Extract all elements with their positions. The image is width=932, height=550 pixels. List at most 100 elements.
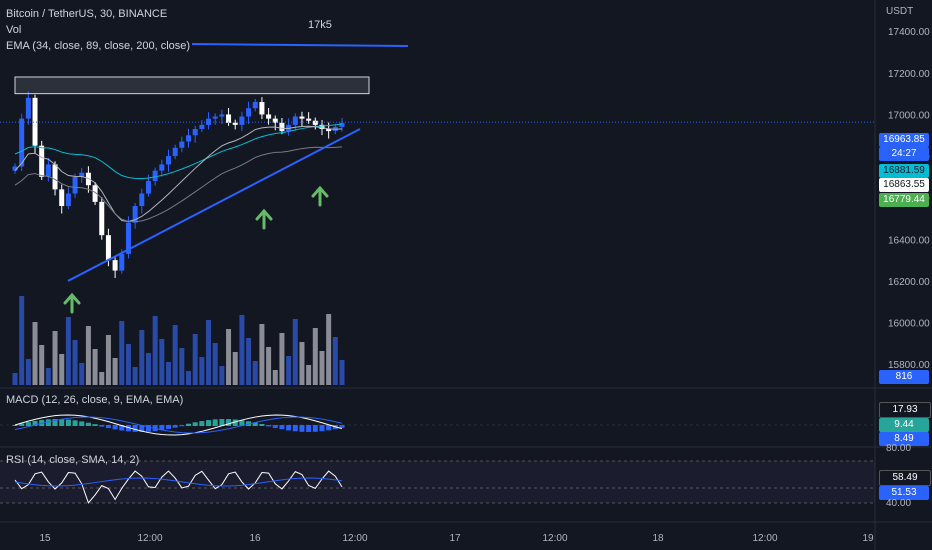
volume-bar bbox=[212, 343, 218, 385]
candle-body bbox=[186, 135, 192, 142]
macd-histogram-bar bbox=[266, 425, 272, 427]
candle-body bbox=[279, 122, 285, 132]
macd-histogram-bar bbox=[92, 424, 98, 426]
volume-bar bbox=[99, 372, 105, 385]
rsi-value-tag: 58.49 bbox=[879, 470, 931, 486]
macd-histogram-bar bbox=[232, 419, 238, 426]
macd-line bbox=[14, 414, 343, 436]
candle-body bbox=[179, 141, 185, 148]
time-tick-label: 12:00 bbox=[342, 533, 367, 544]
ema-legend: EMA (34, close, 89, close, 200, close) bbox=[6, 40, 191, 52]
volume-bar bbox=[12, 373, 18, 385]
time-tick-label: 12:00 bbox=[752, 533, 777, 544]
macd-histogram-bar bbox=[319, 425, 325, 432]
candle-body bbox=[59, 189, 65, 207]
macd-histogram-bar bbox=[286, 425, 292, 431]
candle-body bbox=[252, 101, 258, 109]
rsi-sma-tag: 51.53 bbox=[879, 486, 929, 500]
rsi-line bbox=[14, 470, 343, 504]
candle-body bbox=[145, 181, 151, 194]
volume-bar bbox=[52, 331, 58, 385]
candle-body bbox=[119, 253, 125, 271]
candle-body bbox=[32, 97, 38, 146]
candle-body bbox=[79, 172, 85, 177]
volume-bar bbox=[145, 353, 151, 385]
volume-bar bbox=[266, 347, 272, 385]
candle-body bbox=[226, 114, 232, 123]
volume-bar bbox=[279, 333, 285, 385]
volume-bar bbox=[159, 339, 165, 385]
volume-bar bbox=[119, 321, 125, 385]
macd-histogram-bar bbox=[179, 425, 185, 427]
volume-bar bbox=[165, 362, 171, 385]
candle-body bbox=[219, 114, 225, 117]
macd-histogram-bar bbox=[172, 425, 178, 428]
volume-bar bbox=[232, 352, 238, 385]
candle-body bbox=[199, 124, 205, 130]
candle-body bbox=[326, 129, 332, 132]
volume-bar bbox=[32, 322, 38, 385]
last-price-tag: 16963.85 bbox=[879, 133, 929, 147]
rsi-band bbox=[0, 461, 875, 503]
volume-bar bbox=[65, 317, 71, 385]
macd-histogram-bar bbox=[65, 419, 71, 426]
volume-bar bbox=[292, 319, 298, 385]
candle-body bbox=[165, 156, 171, 165]
volume-bar bbox=[152, 316, 158, 385]
macd-histogram-bar bbox=[112, 425, 118, 430]
candle-body bbox=[72, 176, 78, 194]
time-tick-label: 12:00 bbox=[137, 533, 162, 544]
volume-bar bbox=[19, 296, 25, 385]
arrow-up-icon bbox=[63, 292, 81, 314]
candle-body bbox=[25, 97, 31, 119]
candle-body bbox=[19, 118, 25, 167]
volume-bar bbox=[39, 345, 45, 385]
macd-histogram-bar bbox=[45, 419, 51, 426]
macd-histogram-bar bbox=[32, 420, 38, 426]
candle-body bbox=[319, 124, 325, 130]
volume-bar bbox=[259, 324, 265, 385]
time-tick-label: 16 bbox=[249, 533, 261, 544]
volume-tag: 816 bbox=[879, 370, 929, 384]
candle-body bbox=[12, 166, 18, 171]
macd-histogram-bar bbox=[72, 420, 78, 426]
volume-bar bbox=[59, 354, 65, 385]
macd-histogram-bar bbox=[252, 422, 258, 426]
macd-signal-line bbox=[14, 416, 343, 434]
macd-histogram-bar bbox=[279, 425, 285, 430]
candle-body bbox=[192, 129, 198, 136]
macd-histogram-bar bbox=[226, 419, 232, 426]
price-tick-label: 16000.00 bbox=[888, 319, 930, 330]
macd-histogram-bar bbox=[165, 425, 171, 430]
candle-body bbox=[152, 170, 158, 182]
macd-histogram-bar bbox=[159, 425, 165, 431]
candle-body bbox=[259, 101, 265, 115]
price-tick-label: 17400.00 bbox=[888, 27, 930, 38]
macd-histogram-bar bbox=[59, 419, 65, 426]
rsi-level-high: 80.00 bbox=[886, 443, 912, 454]
candle-body bbox=[99, 201, 105, 236]
volume-bar bbox=[172, 325, 178, 385]
candle-body bbox=[39, 145, 45, 177]
volume-bar bbox=[192, 334, 198, 385]
macd-signal-tag: 9.44 bbox=[879, 418, 929, 432]
candle-body bbox=[105, 235, 111, 261]
candle-body bbox=[339, 122, 345, 127]
macd-histogram-bar bbox=[199, 421, 205, 426]
macd-histogram-bar bbox=[219, 419, 225, 426]
macd-histogram-bar bbox=[52, 419, 58, 426]
volume-bar bbox=[179, 348, 185, 385]
macd-histogram-bar bbox=[132, 425, 138, 432]
candle-body bbox=[232, 122, 238, 125]
time-tick-label: 17 bbox=[449, 533, 461, 544]
candle-body bbox=[139, 193, 145, 207]
candle-body bbox=[45, 164, 51, 177]
candle-body bbox=[159, 164, 165, 171]
candle-body bbox=[206, 118, 212, 125]
macd-histogram-bar bbox=[299, 425, 305, 432]
macd-legend: MACD (12, 26, close, 9, EMA, EMA) bbox=[6, 394, 184, 406]
volume-bar bbox=[319, 351, 325, 385]
macd-histogram-bar bbox=[192, 422, 198, 426]
rsi-sma-line bbox=[14, 477, 343, 487]
